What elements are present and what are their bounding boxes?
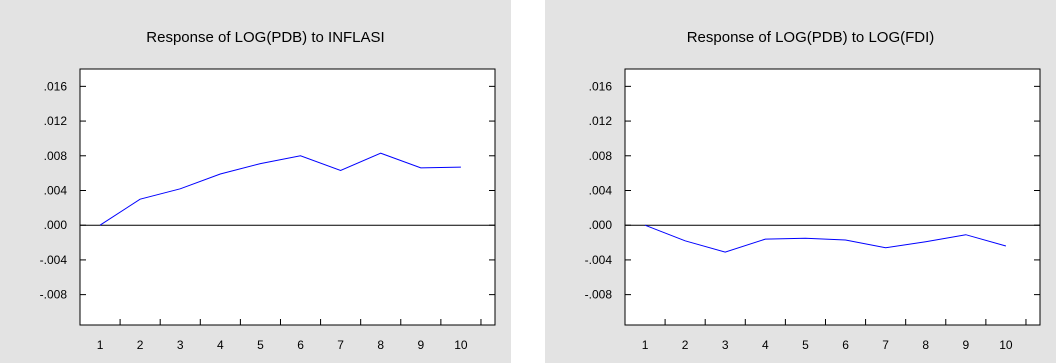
plot-area: [624, 68, 1041, 326]
x-tick-label: 7: [882, 338, 889, 352]
x-tick-label: 8: [377, 338, 384, 352]
chart-panel-inflasi: Response of LOG(PDB) to INFLASI .016 .012.…: [0, 0, 511, 363]
y-tick-label: .016: [589, 79, 613, 93]
y-tick-label: .004: [589, 183, 613, 197]
plot-area: [79, 68, 496, 326]
chart-title: Response of LOG(PDB) to INFLASI: [146, 29, 384, 46]
x-tick-label: 2: [137, 338, 144, 352]
chart-inflasi: Response of LOG(PDB) to INFLASI .016 .012.…: [0, 0, 511, 363]
y-tick-label: .012: [589, 114, 613, 128]
x-tick-label: 1: [642, 338, 649, 352]
y-tick-label: .012: [44, 114, 68, 128]
y-tick-label: -.008: [40, 288, 68, 302]
x-tick-label: 5: [802, 338, 809, 352]
x-tick-label: 4: [217, 338, 224, 352]
y-tick-label: -.008: [585, 288, 613, 302]
y-tick-label: .004: [44, 183, 68, 197]
chart-title: Response of LOG(PDB) to LOG(FDI): [687, 29, 935, 46]
x-tick-label: 1: [97, 338, 104, 352]
x-tick-label: 2: [682, 338, 689, 352]
x-tick-label: 6: [842, 338, 849, 352]
y-tick-label: .008: [44, 149, 68, 163]
y-tick-label: .000: [589, 218, 613, 232]
x-tick-label: 9: [962, 338, 969, 352]
x-tick-label: 9: [417, 338, 424, 352]
x-tick-label: 3: [722, 338, 729, 352]
x-tick-label: 7: [337, 338, 344, 352]
y-tick-label: .000: [44, 218, 68, 232]
series-line: [99, 152, 461, 226]
y-tick-label: -.004: [585, 253, 613, 267]
x-tick-label: 3: [177, 338, 184, 352]
y-tick-label: .016: [44, 79, 68, 93]
x-tick-label: 10: [454, 338, 468, 352]
x-tick-label: 4: [762, 338, 769, 352]
series-line: [644, 224, 1007, 253]
x-tick-label: 6: [297, 338, 304, 352]
chart-panel-fdi: Response of LOG(PDB) to LOG(FDI) .016 .012…: [545, 0, 1056, 363]
x-tick-label: 8: [922, 338, 929, 352]
y-tick-label: -.004: [40, 253, 68, 267]
y-tick-label: .008: [589, 149, 613, 163]
x-tick-label: 5: [257, 338, 264, 352]
chart-fdi: Response of LOG(PDB) to LOG(FDI) .016 .012…: [545, 0, 1056, 363]
x-tick-label: 10: [999, 338, 1013, 352]
